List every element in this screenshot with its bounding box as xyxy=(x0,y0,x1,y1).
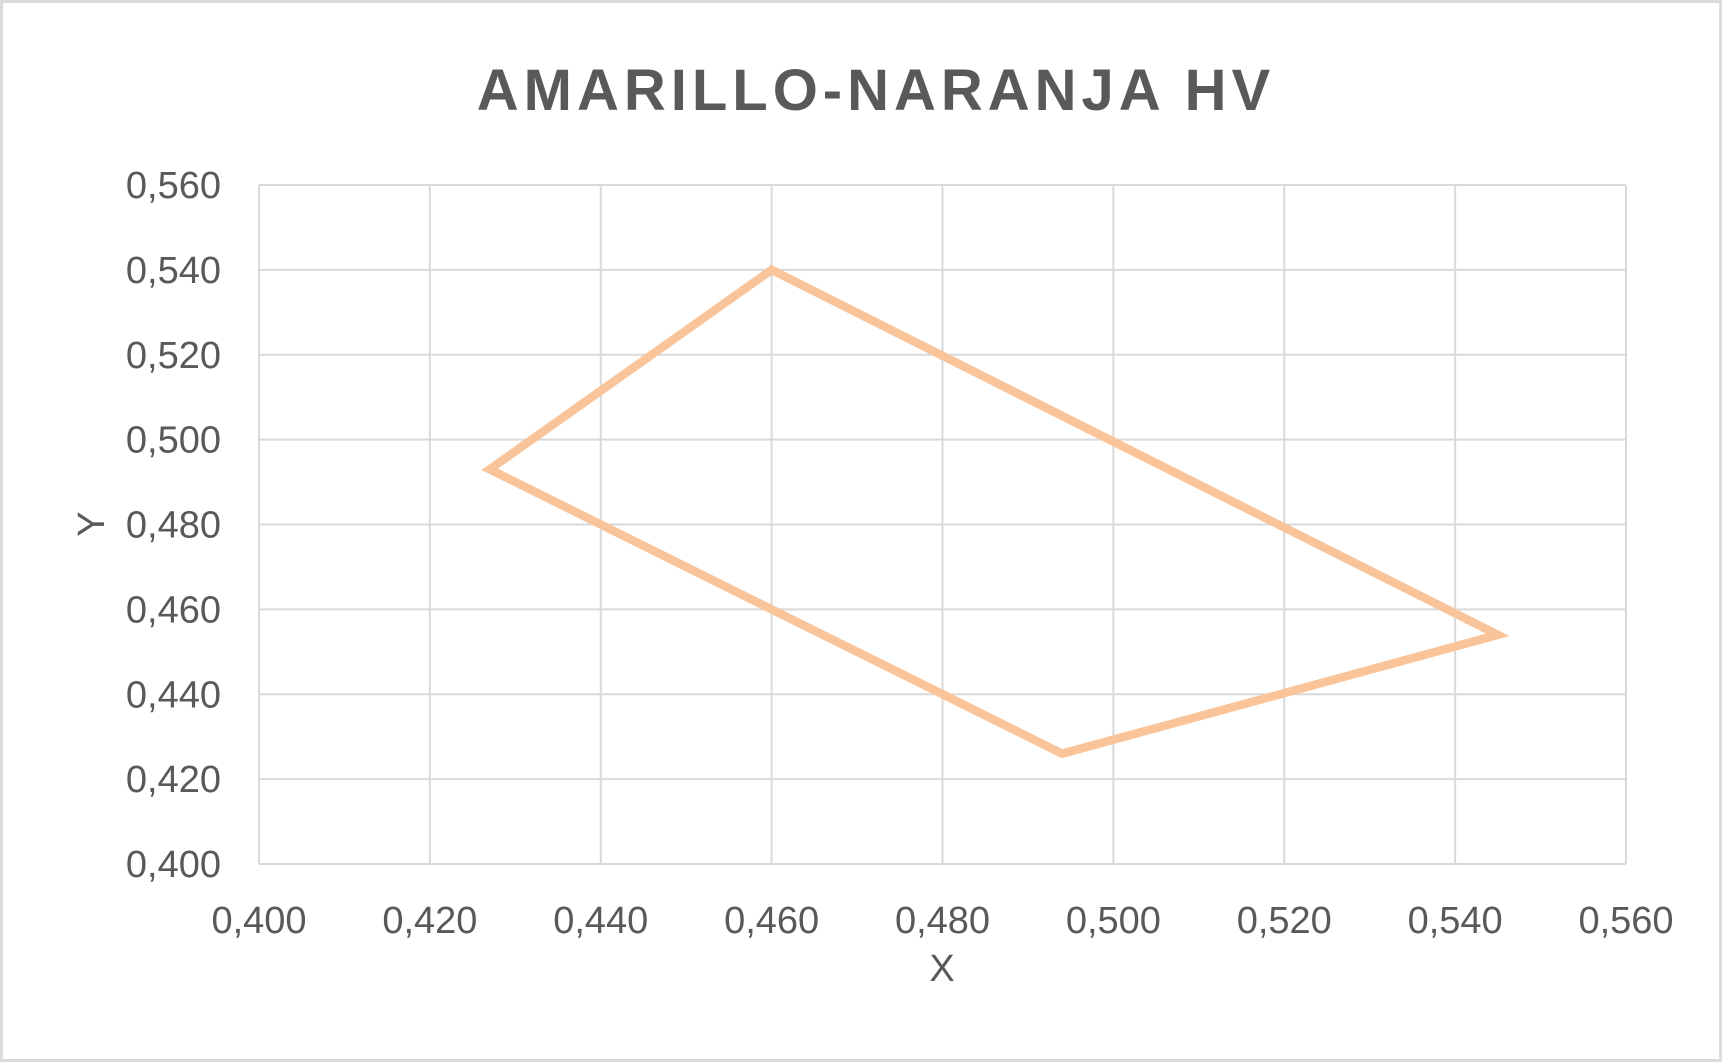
grid xyxy=(258,184,1627,865)
chart-title: AMARILLO-NARANJA HV xyxy=(477,58,1275,123)
chromaticity-chart: AMARILLO-NARANJA HV 0,400 0,420 0,440 0,460… xyxy=(71,58,1674,990)
y-tick-label: 0,540 xyxy=(126,250,221,292)
y-tick-label: 0,400 xyxy=(126,844,221,886)
x-tick-label: 0,420 xyxy=(382,900,477,942)
x-tick-label: 0,480 xyxy=(895,900,990,942)
x-axis-tick-labels: 0,400 0,420 0,440 0,460 0,480 0,500 0,520 0,540… xyxy=(211,900,1673,942)
x-tick-label: 0,560 xyxy=(1578,900,1673,942)
y-tick-label: 0,500 xyxy=(126,420,221,462)
x-tick-label: 0,500 xyxy=(1066,900,1161,942)
x-axis-title: X xyxy=(929,948,954,990)
y-axis-title: Y xyxy=(71,511,113,536)
y-tick-label: 0,560 xyxy=(126,165,221,207)
data-series xyxy=(481,264,1510,759)
x-tick-label: 0,460 xyxy=(724,900,819,942)
x-tick-label: 0,520 xyxy=(1237,900,1332,942)
x-tick-label: 0,400 xyxy=(211,900,306,942)
y-tick-label: 0,440 xyxy=(126,674,221,716)
chromaticity-polygon xyxy=(481,264,1510,759)
y-axis-tick-labels: 0,400 0,420 0,440 0,460 0,480 0,500 0,520 0,540… xyxy=(126,165,221,886)
y-tick-label: 0,460 xyxy=(126,589,221,631)
x-tick-label: 0,440 xyxy=(553,900,648,942)
y-tick-label: 0,520 xyxy=(126,335,221,377)
y-tick-label: 0,480 xyxy=(126,505,221,547)
y-tick-label: 0,420 xyxy=(126,759,221,801)
x-tick-label: 0,540 xyxy=(1408,900,1503,942)
